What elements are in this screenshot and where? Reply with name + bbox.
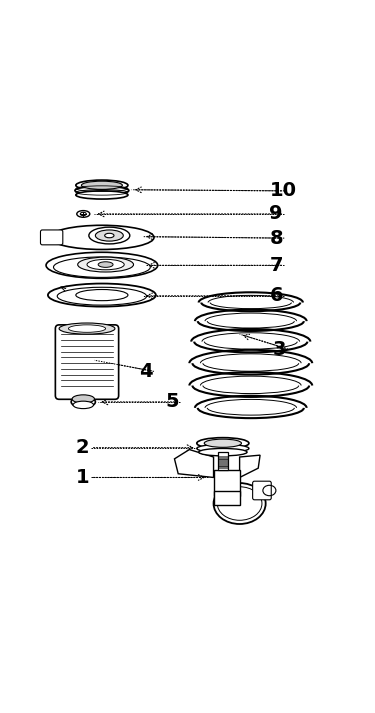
Ellipse shape: [76, 289, 128, 301]
Ellipse shape: [199, 448, 247, 456]
Text: 1: 1: [76, 468, 90, 487]
Ellipse shape: [204, 439, 242, 447]
Ellipse shape: [89, 227, 130, 244]
Polygon shape: [240, 455, 260, 478]
Text: 8: 8: [269, 229, 283, 247]
Text: 10: 10: [269, 181, 296, 200]
Ellipse shape: [54, 257, 150, 277]
Ellipse shape: [95, 230, 123, 241]
Ellipse shape: [72, 395, 94, 403]
Polygon shape: [174, 450, 213, 478]
Text: 4: 4: [139, 362, 153, 381]
Text: 3: 3: [273, 339, 286, 359]
Ellipse shape: [71, 396, 95, 408]
Ellipse shape: [81, 181, 122, 190]
Text: 5: 5: [165, 392, 179, 411]
Ellipse shape: [76, 180, 128, 190]
Ellipse shape: [68, 325, 106, 332]
Ellipse shape: [59, 323, 115, 334]
Ellipse shape: [197, 438, 249, 448]
Bar: [213, 470, 240, 496]
FancyBboxPatch shape: [40, 230, 63, 245]
Ellipse shape: [48, 284, 156, 307]
Ellipse shape: [73, 401, 93, 409]
Bar: [218, 452, 228, 470]
Ellipse shape: [87, 260, 124, 270]
Text: 7: 7: [269, 256, 283, 275]
Ellipse shape: [57, 287, 147, 305]
Ellipse shape: [105, 233, 114, 237]
Text: 6: 6: [269, 287, 283, 305]
Ellipse shape: [80, 212, 86, 215]
Text: 9: 9: [269, 205, 283, 223]
Ellipse shape: [98, 262, 113, 267]
Ellipse shape: [77, 210, 90, 217]
Ellipse shape: [50, 225, 154, 250]
Ellipse shape: [75, 186, 129, 195]
FancyBboxPatch shape: [253, 481, 271, 500]
Ellipse shape: [76, 191, 128, 199]
FancyBboxPatch shape: [56, 325, 118, 399]
Ellipse shape: [78, 257, 134, 272]
Text: 2: 2: [76, 438, 90, 457]
Bar: [213, 491, 240, 506]
Ellipse shape: [197, 444, 249, 453]
Ellipse shape: [46, 252, 158, 278]
